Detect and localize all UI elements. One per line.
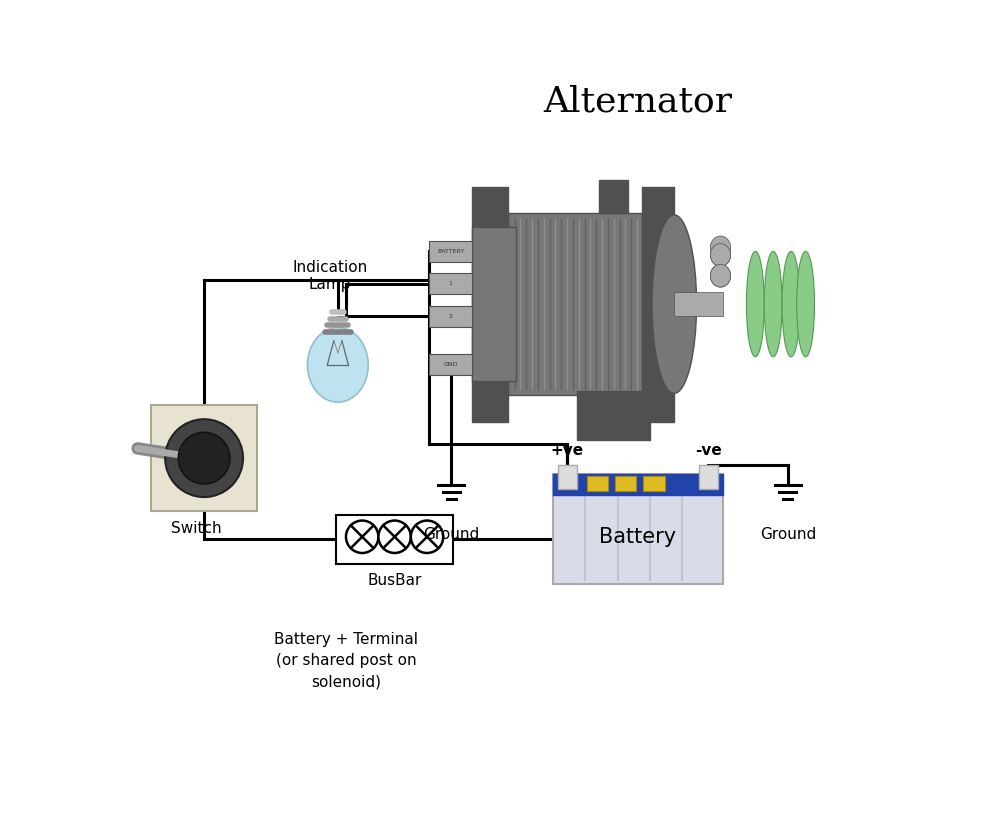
Ellipse shape: [710, 265, 731, 287]
Circle shape: [411, 521, 443, 553]
Bar: [151, 405, 257, 511]
Bar: [558, 464, 577, 489]
Text: Ground: Ground: [760, 527, 816, 542]
Ellipse shape: [764, 251, 782, 357]
Bar: [699, 464, 718, 489]
Ellipse shape: [746, 251, 764, 357]
Bar: [429, 355, 472, 375]
Text: Alternator: Alternator: [543, 84, 732, 119]
Bar: [643, 476, 665, 491]
Ellipse shape: [782, 251, 800, 357]
Bar: [553, 474, 723, 495]
Text: Battery: Battery: [599, 527, 676, 547]
Bar: [587, 476, 608, 491]
Text: 1: 1: [449, 282, 452, 287]
Ellipse shape: [710, 236, 731, 259]
Bar: [429, 274, 472, 294]
Ellipse shape: [710, 265, 731, 287]
Ellipse shape: [307, 328, 368, 402]
Bar: [599, 180, 628, 213]
Bar: [615, 476, 636, 491]
Bar: [553, 474, 723, 584]
Text: Switch: Switch: [171, 521, 221, 536]
Bar: [429, 241, 472, 262]
Circle shape: [178, 432, 230, 484]
Circle shape: [346, 521, 378, 553]
Text: Ground: Ground: [423, 527, 479, 542]
Bar: [674, 292, 723, 316]
Text: Battery + Terminal
(or shared post on
solenoid): Battery + Terminal (or shared post on so…: [274, 632, 418, 690]
Bar: [577, 391, 650, 440]
Text: BATTERY: BATTERY: [437, 249, 464, 254]
Text: -ve: -ve: [695, 443, 722, 458]
Ellipse shape: [710, 243, 731, 266]
Bar: [642, 187, 674, 422]
Bar: [508, 213, 642, 396]
Bar: [336, 515, 453, 563]
Ellipse shape: [797, 251, 815, 357]
Text: BusBar: BusBar: [367, 573, 422, 588]
Bar: [472, 187, 508, 422]
Bar: [472, 227, 516, 381]
Ellipse shape: [652, 215, 697, 393]
Text: 2: 2: [449, 314, 453, 319]
Text: Indication
Lamp: Indication Lamp: [292, 260, 367, 292]
Ellipse shape: [710, 243, 731, 266]
Bar: [429, 305, 472, 327]
Text: GND: GND: [443, 363, 458, 368]
Circle shape: [378, 521, 411, 553]
Circle shape: [165, 419, 243, 497]
Text: +ve: +ve: [551, 443, 584, 458]
